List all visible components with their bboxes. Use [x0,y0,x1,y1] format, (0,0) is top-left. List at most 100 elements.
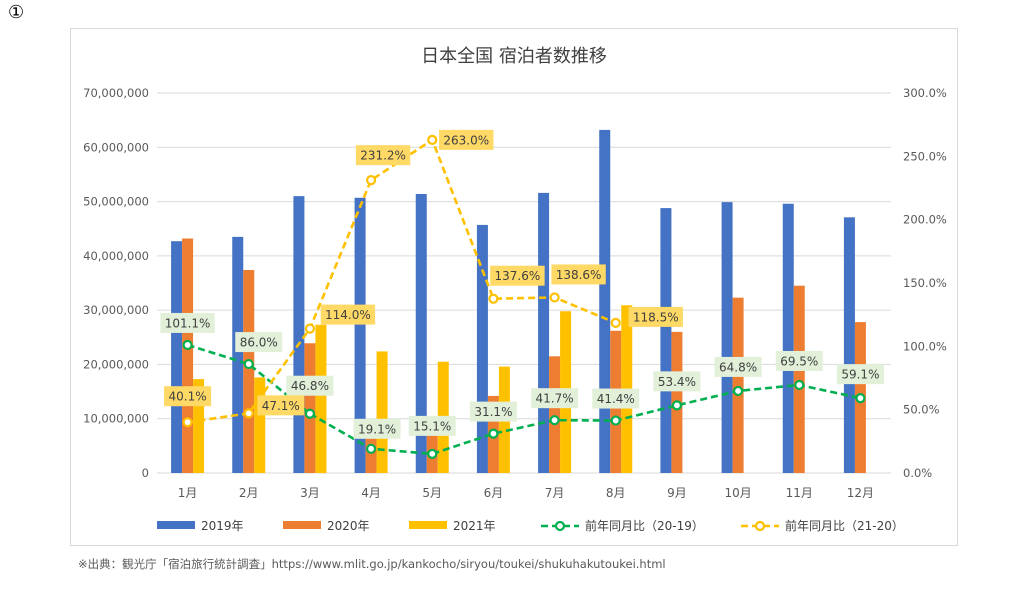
x-tick-label: 6月 [484,486,504,500]
bar-2020年 [793,285,805,473]
bar-layer [171,129,866,474]
bar-2019年 [843,217,855,473]
data-label-bg [775,350,823,371]
bar-2019年 [538,192,550,473]
data-label: 118.5% [633,310,679,324]
data-label: 19.1% [358,422,396,436]
data-label: 114.0% [325,308,371,322]
data-label: 41.7% [536,392,574,406]
data-label-bg [160,312,215,333]
y-left-tick-label: 60,000,000 [83,140,149,154]
y-left-tick-label: 20,000,000 [83,357,149,371]
line-marker-1 [610,317,621,328]
data-label-bg [653,371,701,392]
bar-2020年 [732,297,744,473]
chart-title: 日本全国 宿泊者数推移 [421,46,607,67]
axis-label-layer: 0 10,000,000 20,000,000 30,000,000 40,000,00… [83,86,947,500]
line-marker-0 [427,448,438,459]
x-tick-label: 3月 [300,486,320,500]
bar-2019年 [476,224,488,473]
data-label-bg [355,145,411,166]
bar-2019年 [293,196,305,473]
y-left-tick-label: 50,000,000 [83,195,149,209]
data-label: 138.6% [556,268,602,282]
legend-swatch [409,521,447,529]
data-label: 53.4% [658,375,696,389]
line-marker-0 [365,443,377,454]
bar-2019年 [232,236,244,473]
bar-2021年 [376,351,388,473]
bar-2019年 [782,203,794,473]
y-right-tick-label: 300.0% [903,86,947,100]
bar-2020年 [243,269,255,473]
line-marker-0 [732,385,744,397]
data-label-bg [628,306,683,327]
legend-label: 前年同月比（21-20） [785,518,904,533]
y-right-tick-label: 100.0% [903,339,947,353]
bar-2019年 [415,193,427,473]
x-tick-label: 10月 [724,486,751,500]
x-tick-label: 11月 [786,486,813,500]
data-label-bg [592,388,640,409]
data-label: 46.8% [291,379,329,393]
bar-2019年 [599,129,611,473]
data-label-bg [490,265,545,286]
x-tick-label: 7月 [545,486,565,500]
bar-2020年 [549,356,561,473]
data-label-bg [531,388,579,409]
data-label: 137.6% [495,269,541,283]
legend-label: 2021年 [453,519,496,533]
bar-2019年 [354,197,366,473]
bar-2020年 [304,343,316,473]
x-tick-label: 1月 [178,486,198,500]
data-label-bg [257,395,305,416]
y-right-tick-label: 250.0% [903,149,947,163]
data-label-bg [286,375,334,396]
y-left-tick-label: 40,000,000 [83,249,149,263]
x-tick-label: 5月 [422,486,442,500]
data-label-bg [551,264,606,285]
source-note: ※出典：観光庁「宿泊旅行統計調査」https://www.mlit.go.jp/… [78,557,666,571]
data-label: 31.1% [474,405,512,419]
line-marker-1 [243,408,254,419]
line-marker-1 [427,134,438,145]
y-right-tick-label: 150.0% [903,276,947,290]
bar-2019年 [660,208,672,474]
line-marker-0 [243,358,254,370]
line-marker-1 [304,323,316,334]
data-label: 40.1% [169,390,207,404]
line-marker-0 [549,415,560,426]
data-label-bg [353,418,401,439]
x-tick-label: 4月 [361,486,381,500]
y-left-tick-label: 0 [142,466,149,480]
y-right-tick-label: 200.0% [903,213,947,227]
y-right-tick-label: 50.0% [903,403,940,417]
data-label: 101.1% [165,316,211,330]
data-label: 41.4% [597,392,635,406]
line-marker-0 [855,393,866,404]
data-label-bg [439,129,494,150]
y-left-tick-label: 70,000,000 [83,86,149,100]
bar-2021年 [254,377,266,473]
line-marker-1 [365,175,377,186]
line-series-0 [187,343,861,456]
data-label-layer: 101.1% 86.0% 46.8% 19.1% 15.1% 31.1% 41.7% 41.4… [160,129,884,439]
data-label: 86.0% [240,336,278,350]
chart-svg: 日本全国 宿泊者数推移 101.1% 86.0% 46.8% 19.1% 15.1% 31… [83,46,947,533]
grid-layer [157,92,891,474]
legend-label: 2019年 [201,519,244,533]
x-tick-label: 9月 [667,486,687,500]
line-marker-0 [671,400,683,411]
x-tick-label: 2月 [239,486,259,500]
y-left-tick-label: 30,000,000 [83,303,149,317]
legend-swatch [157,521,195,529]
data-label-bg [235,332,283,353]
data-label: 47.1% [262,399,300,413]
data-label-bg [469,401,517,422]
data-label: 69.5% [780,354,818,368]
bar-2021年 [193,379,205,473]
bar-2021年 [315,324,327,473]
legend-label: 2020年 [327,519,370,533]
line-marker-0 [610,415,621,426]
data-label-bg [164,386,212,407]
